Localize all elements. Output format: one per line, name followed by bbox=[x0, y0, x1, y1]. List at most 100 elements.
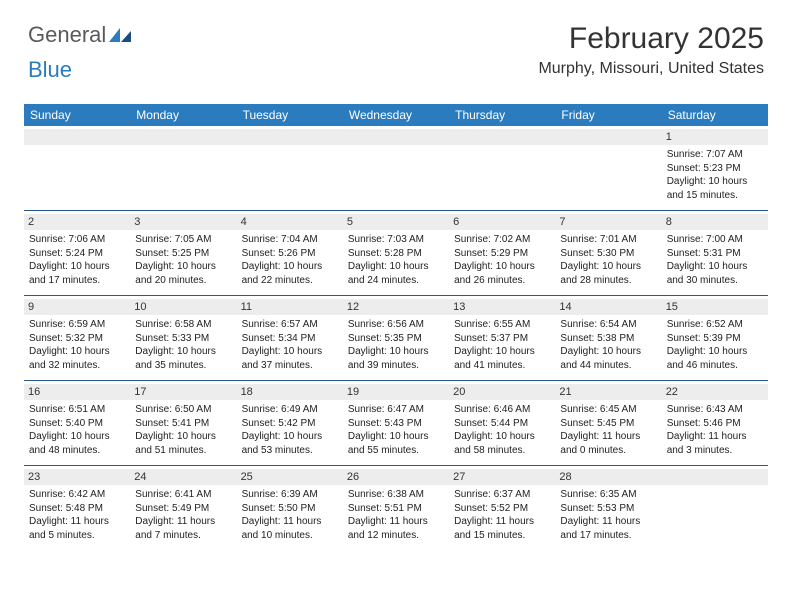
cell-line: Daylight: 10 hours bbox=[348, 430, 444, 444]
date-number bbox=[343, 129, 449, 145]
cell-line: Sunset: 5:25 PM bbox=[135, 247, 231, 261]
cell-line: Sunset: 5:50 PM bbox=[242, 502, 338, 516]
cell-line: Sunset: 5:39 PM bbox=[667, 332, 763, 346]
date-number: 7 bbox=[555, 214, 661, 230]
date-number: 11 bbox=[237, 299, 343, 315]
day-cell: 4Sunrise: 7:04 AMSunset: 5:26 PMDaylight… bbox=[237, 211, 343, 296]
cell-line: Sunset: 5:37 PM bbox=[454, 332, 550, 346]
cell-line: and 26 minutes. bbox=[454, 274, 550, 288]
day-cell bbox=[24, 126, 130, 211]
cell-line: and 10 minutes. bbox=[242, 529, 338, 543]
cell-line: and 44 minutes. bbox=[560, 359, 656, 373]
day-cell: 19Sunrise: 6:47 AMSunset: 5:43 PMDayligh… bbox=[343, 381, 449, 466]
day-cell: 13Sunrise: 6:55 AMSunset: 5:37 PMDayligh… bbox=[449, 296, 555, 381]
logo-part1: General bbox=[28, 22, 106, 47]
day-cell bbox=[237, 126, 343, 211]
cell-line: Sunrise: 7:01 AM bbox=[560, 233, 656, 247]
day-cell: 11Sunrise: 6:57 AMSunset: 5:34 PMDayligh… bbox=[237, 296, 343, 381]
day-cell: 9Sunrise: 6:59 AMSunset: 5:32 PMDaylight… bbox=[24, 296, 130, 381]
day-cell bbox=[555, 126, 661, 211]
date-number: 10 bbox=[130, 299, 236, 315]
day-header: Wednesday bbox=[343, 104, 449, 126]
cell-line: Daylight: 10 hours bbox=[135, 430, 231, 444]
cell-line: Sunset: 5:46 PM bbox=[667, 417, 763, 431]
date-number: 18 bbox=[237, 384, 343, 400]
date-number: 15 bbox=[662, 299, 768, 315]
date-number: 1 bbox=[662, 129, 768, 145]
cell-line: Sunrise: 6:38 AM bbox=[348, 488, 444, 502]
cell-line: Daylight: 10 hours bbox=[29, 260, 125, 274]
cell-line: Sunrise: 7:05 AM bbox=[135, 233, 231, 247]
day-header: Sunday bbox=[24, 104, 130, 126]
cell-line: and 55 minutes. bbox=[348, 444, 444, 458]
date-number: 20 bbox=[449, 384, 555, 400]
day-cell: 22Sunrise: 6:43 AMSunset: 5:46 PMDayligh… bbox=[662, 381, 768, 466]
cell-line: Daylight: 10 hours bbox=[454, 260, 550, 274]
date-number bbox=[237, 129, 343, 145]
week-row: 9Sunrise: 6:59 AMSunset: 5:32 PMDaylight… bbox=[24, 296, 768, 381]
day-cell: 27Sunrise: 6:37 AMSunset: 5:52 PMDayligh… bbox=[449, 466, 555, 551]
day-cell: 25Sunrise: 6:39 AMSunset: 5:50 PMDayligh… bbox=[237, 466, 343, 551]
date-number bbox=[662, 469, 768, 485]
cell-line: and 48 minutes. bbox=[29, 444, 125, 458]
cell-line: and 53 minutes. bbox=[242, 444, 338, 458]
week-row: 1Sunrise: 7:07 AMSunset: 5:23 PMDaylight… bbox=[24, 126, 768, 211]
cell-line: Sunrise: 7:00 AM bbox=[667, 233, 763, 247]
cell-line: Sunset: 5:31 PM bbox=[667, 247, 763, 261]
day-cell: 23Sunrise: 6:42 AMSunset: 5:48 PMDayligh… bbox=[24, 466, 130, 551]
cell-line: Daylight: 10 hours bbox=[242, 260, 338, 274]
cell-line: Daylight: 10 hours bbox=[667, 345, 763, 359]
cell-line: Sunrise: 6:42 AM bbox=[29, 488, 125, 502]
cell-line: Sunset: 5:23 PM bbox=[667, 162, 763, 176]
cell-line: and 30 minutes. bbox=[667, 274, 763, 288]
cell-line: Sunrise: 6:47 AM bbox=[348, 403, 444, 417]
cell-line: Sunset: 5:26 PM bbox=[242, 247, 338, 261]
date-number: 16 bbox=[24, 384, 130, 400]
cell-line: Daylight: 11 hours bbox=[667, 430, 763, 444]
cell-line: Daylight: 10 hours bbox=[135, 260, 231, 274]
cell-line: and 15 minutes. bbox=[667, 189, 763, 203]
cell-line: Sunrise: 6:59 AM bbox=[29, 318, 125, 332]
day-cell: 21Sunrise: 6:45 AMSunset: 5:45 PMDayligh… bbox=[555, 381, 661, 466]
cell-line: Daylight: 11 hours bbox=[242, 515, 338, 529]
cell-line: Sunrise: 6:56 AM bbox=[348, 318, 444, 332]
cell-line: Sunset: 5:29 PM bbox=[454, 247, 550, 261]
week-row: 23Sunrise: 6:42 AMSunset: 5:48 PMDayligh… bbox=[24, 466, 768, 551]
cell-line: and 24 minutes. bbox=[348, 274, 444, 288]
day-cell: 14Sunrise: 6:54 AMSunset: 5:38 PMDayligh… bbox=[555, 296, 661, 381]
date-number: 19 bbox=[343, 384, 449, 400]
cell-line: Sunset: 5:53 PM bbox=[560, 502, 656, 516]
day-cell: 24Sunrise: 6:41 AMSunset: 5:49 PMDayligh… bbox=[130, 466, 236, 551]
cell-line: Sunrise: 6:58 AM bbox=[135, 318, 231, 332]
date-number: 5 bbox=[343, 214, 449, 230]
cell-line: Sunrise: 7:02 AM bbox=[454, 233, 550, 247]
cell-line: Sunrise: 6:52 AM bbox=[667, 318, 763, 332]
cell-line: Sunset: 5:49 PM bbox=[135, 502, 231, 516]
date-number: 17 bbox=[130, 384, 236, 400]
date-number: 9 bbox=[24, 299, 130, 315]
cell-line: Daylight: 10 hours bbox=[242, 345, 338, 359]
day-cell: 6Sunrise: 7:02 AMSunset: 5:29 PMDaylight… bbox=[449, 211, 555, 296]
day-header: Monday bbox=[130, 104, 236, 126]
cell-line: Sunset: 5:35 PM bbox=[348, 332, 444, 346]
cell-line: Daylight: 10 hours bbox=[29, 430, 125, 444]
logo: General Blue bbox=[28, 22, 131, 83]
cell-line: and 15 minutes. bbox=[454, 529, 550, 543]
date-number: 3 bbox=[130, 214, 236, 230]
cell-line: and 0 minutes. bbox=[560, 444, 656, 458]
week-row: 2Sunrise: 7:06 AMSunset: 5:24 PMDaylight… bbox=[24, 211, 768, 296]
cell-line: Sunrise: 7:04 AM bbox=[242, 233, 338, 247]
cell-line: and 22 minutes. bbox=[242, 274, 338, 288]
cell-line: Sunset: 5:45 PM bbox=[560, 417, 656, 431]
day-cell: 18Sunrise: 6:49 AMSunset: 5:42 PMDayligh… bbox=[237, 381, 343, 466]
cell-line: Sunrise: 6:41 AM bbox=[135, 488, 231, 502]
day-cell bbox=[662, 466, 768, 551]
day-header: Friday bbox=[555, 104, 661, 126]
day-cell: 1Sunrise: 7:07 AMSunset: 5:23 PMDaylight… bbox=[662, 126, 768, 211]
cell-line: and 41 minutes. bbox=[454, 359, 550, 373]
cell-line: Sunset: 5:38 PM bbox=[560, 332, 656, 346]
cell-line: Sunset: 5:28 PM bbox=[348, 247, 444, 261]
cell-line: Daylight: 10 hours bbox=[667, 260, 763, 274]
cell-line: Sunrise: 6:39 AM bbox=[242, 488, 338, 502]
date-number bbox=[130, 129, 236, 145]
